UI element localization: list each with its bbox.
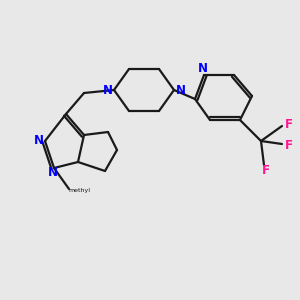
- Text: F: F: [262, 164, 269, 178]
- Text: N: N: [197, 62, 208, 76]
- Text: N: N: [47, 166, 58, 179]
- Text: N: N: [176, 83, 186, 97]
- Text: F: F: [285, 118, 292, 131]
- Text: F: F: [285, 139, 292, 152]
- Text: methyl: methyl: [68, 188, 91, 193]
- Text: N: N: [102, 83, 112, 97]
- Text: N: N: [33, 134, 43, 148]
